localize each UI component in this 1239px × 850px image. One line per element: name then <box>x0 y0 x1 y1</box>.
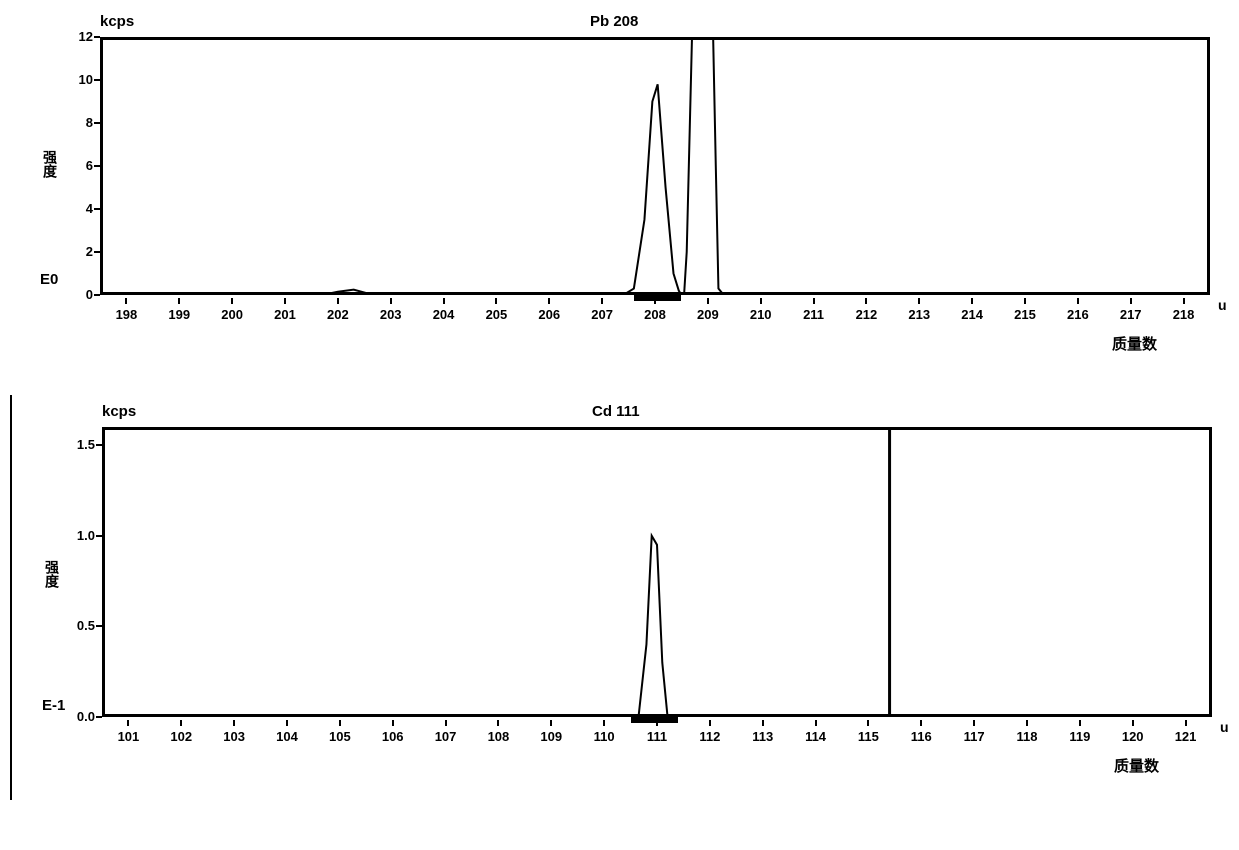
x-tick-label: 208 <box>640 307 670 322</box>
x-tick-label: 106 <box>378 729 408 744</box>
x-tick-label: 198 <box>111 307 141 322</box>
x-axis-label-2: 质量数 <box>1114 755 1159 776</box>
x-tick-label: 211 <box>799 307 829 322</box>
x-tick-label: 118 <box>1012 729 1042 744</box>
plot-svg-1 <box>100 37 1210 295</box>
e-label-2: E-1 <box>42 697 65 714</box>
x-tick-label: 212 <box>851 307 881 322</box>
x-tick-label: 108 <box>483 729 513 744</box>
x-tick-label: 114 <box>801 729 831 744</box>
x-tick-label: 213 <box>904 307 934 322</box>
y-tick-label: 1.0 <box>67 528 95 543</box>
y-tick-label: 8 <box>65 115 93 130</box>
y-tick-label: 0.5 <box>67 618 95 633</box>
x-tick-label: 206 <box>534 307 564 322</box>
x-tick-label: 105 <box>325 729 355 744</box>
y-tick-label: 4 <box>65 201 93 216</box>
chart-cd111: kcps Cd 111 0.0 0.5 1.0 1.5 101 102 103 104 105… <box>10 395 1230 800</box>
y-tick-label: 12 <box>65 29 93 44</box>
x-tick-label: 119 <box>1065 729 1095 744</box>
x-tick-label: 115 <box>853 729 883 744</box>
x-tick-label: 217 <box>1116 307 1146 322</box>
x-tick-label: 218 <box>1169 307 1199 322</box>
x-tick-label: 112 <box>695 729 725 744</box>
chart-title-pb208: Pb 208 <box>590 13 638 30</box>
x-axis-label-1: 质量数 <box>1112 333 1157 354</box>
x-tick-label: 120 <box>1118 729 1148 744</box>
plot-svg-2 <box>102 427 1212 717</box>
u-label-1: u <box>1218 297 1227 313</box>
x-tick-label: 200 <box>217 307 247 322</box>
x-tick-label: 199 <box>164 307 194 322</box>
x-tick-label: 121 <box>1171 729 1201 744</box>
x-tick-label: 203 <box>376 307 406 322</box>
chart-title-cd111: Cd 111 <box>592 403 640 420</box>
x-tick-label: 117 <box>959 729 989 744</box>
x-tick-label: 216 <box>1063 307 1093 322</box>
y-tick-label: 2 <box>65 244 93 259</box>
kcps-label-1: kcps <box>100 13 134 30</box>
u-label-2: u <box>1220 719 1229 735</box>
x-tick-label: 102 <box>166 729 196 744</box>
x-tick-label: 209 <box>693 307 723 322</box>
x-tick-label: 201 <box>270 307 300 322</box>
kcps-label-2: kcps <box>102 403 136 420</box>
x-tick-label: 116 <box>906 729 936 744</box>
y-tick-label: 6 <box>65 158 93 173</box>
y-tick-label: 0 <box>65 287 93 302</box>
x-tick-label: 109 <box>536 729 566 744</box>
x-tick-label: 214 <box>957 307 987 322</box>
chart-pb208: kcps Pb 208 0 2 4 6 8 10 12 198 199 200 201 202 203… <box>10 5 1230 375</box>
baseline-bar-1 <box>634 295 682 301</box>
x-tick-label: 205 <box>481 307 511 322</box>
x-tick-label: 110 <box>589 729 619 744</box>
x-tick-label: 204 <box>429 307 459 322</box>
x-tick-label: 215 <box>1010 307 1040 322</box>
x-tick-label: 210 <box>746 307 776 322</box>
x-tick-label: 107 <box>431 729 461 744</box>
y-tick-label: 10 <box>65 72 93 87</box>
x-tick-label: 113 <box>748 729 778 744</box>
x-tick-label: 202 <box>323 307 353 322</box>
y-tick-label: 0.0 <box>67 709 95 724</box>
x-tick-label: 101 <box>113 729 143 744</box>
x-tick-label: 103 <box>219 729 249 744</box>
x-tick-label: 207 <box>587 307 617 322</box>
x-tick-label: 104 <box>272 729 302 744</box>
y-axis-label-2: 强度 <box>42 560 62 588</box>
x-tick-label: 111 <box>642 729 672 744</box>
y-tick-label: 1.5 <box>67 437 95 452</box>
y-axis-label-1: 强度 <box>40 150 60 178</box>
baseline-bar-2 <box>631 717 679 723</box>
e-label-1: E0 <box>40 271 58 288</box>
